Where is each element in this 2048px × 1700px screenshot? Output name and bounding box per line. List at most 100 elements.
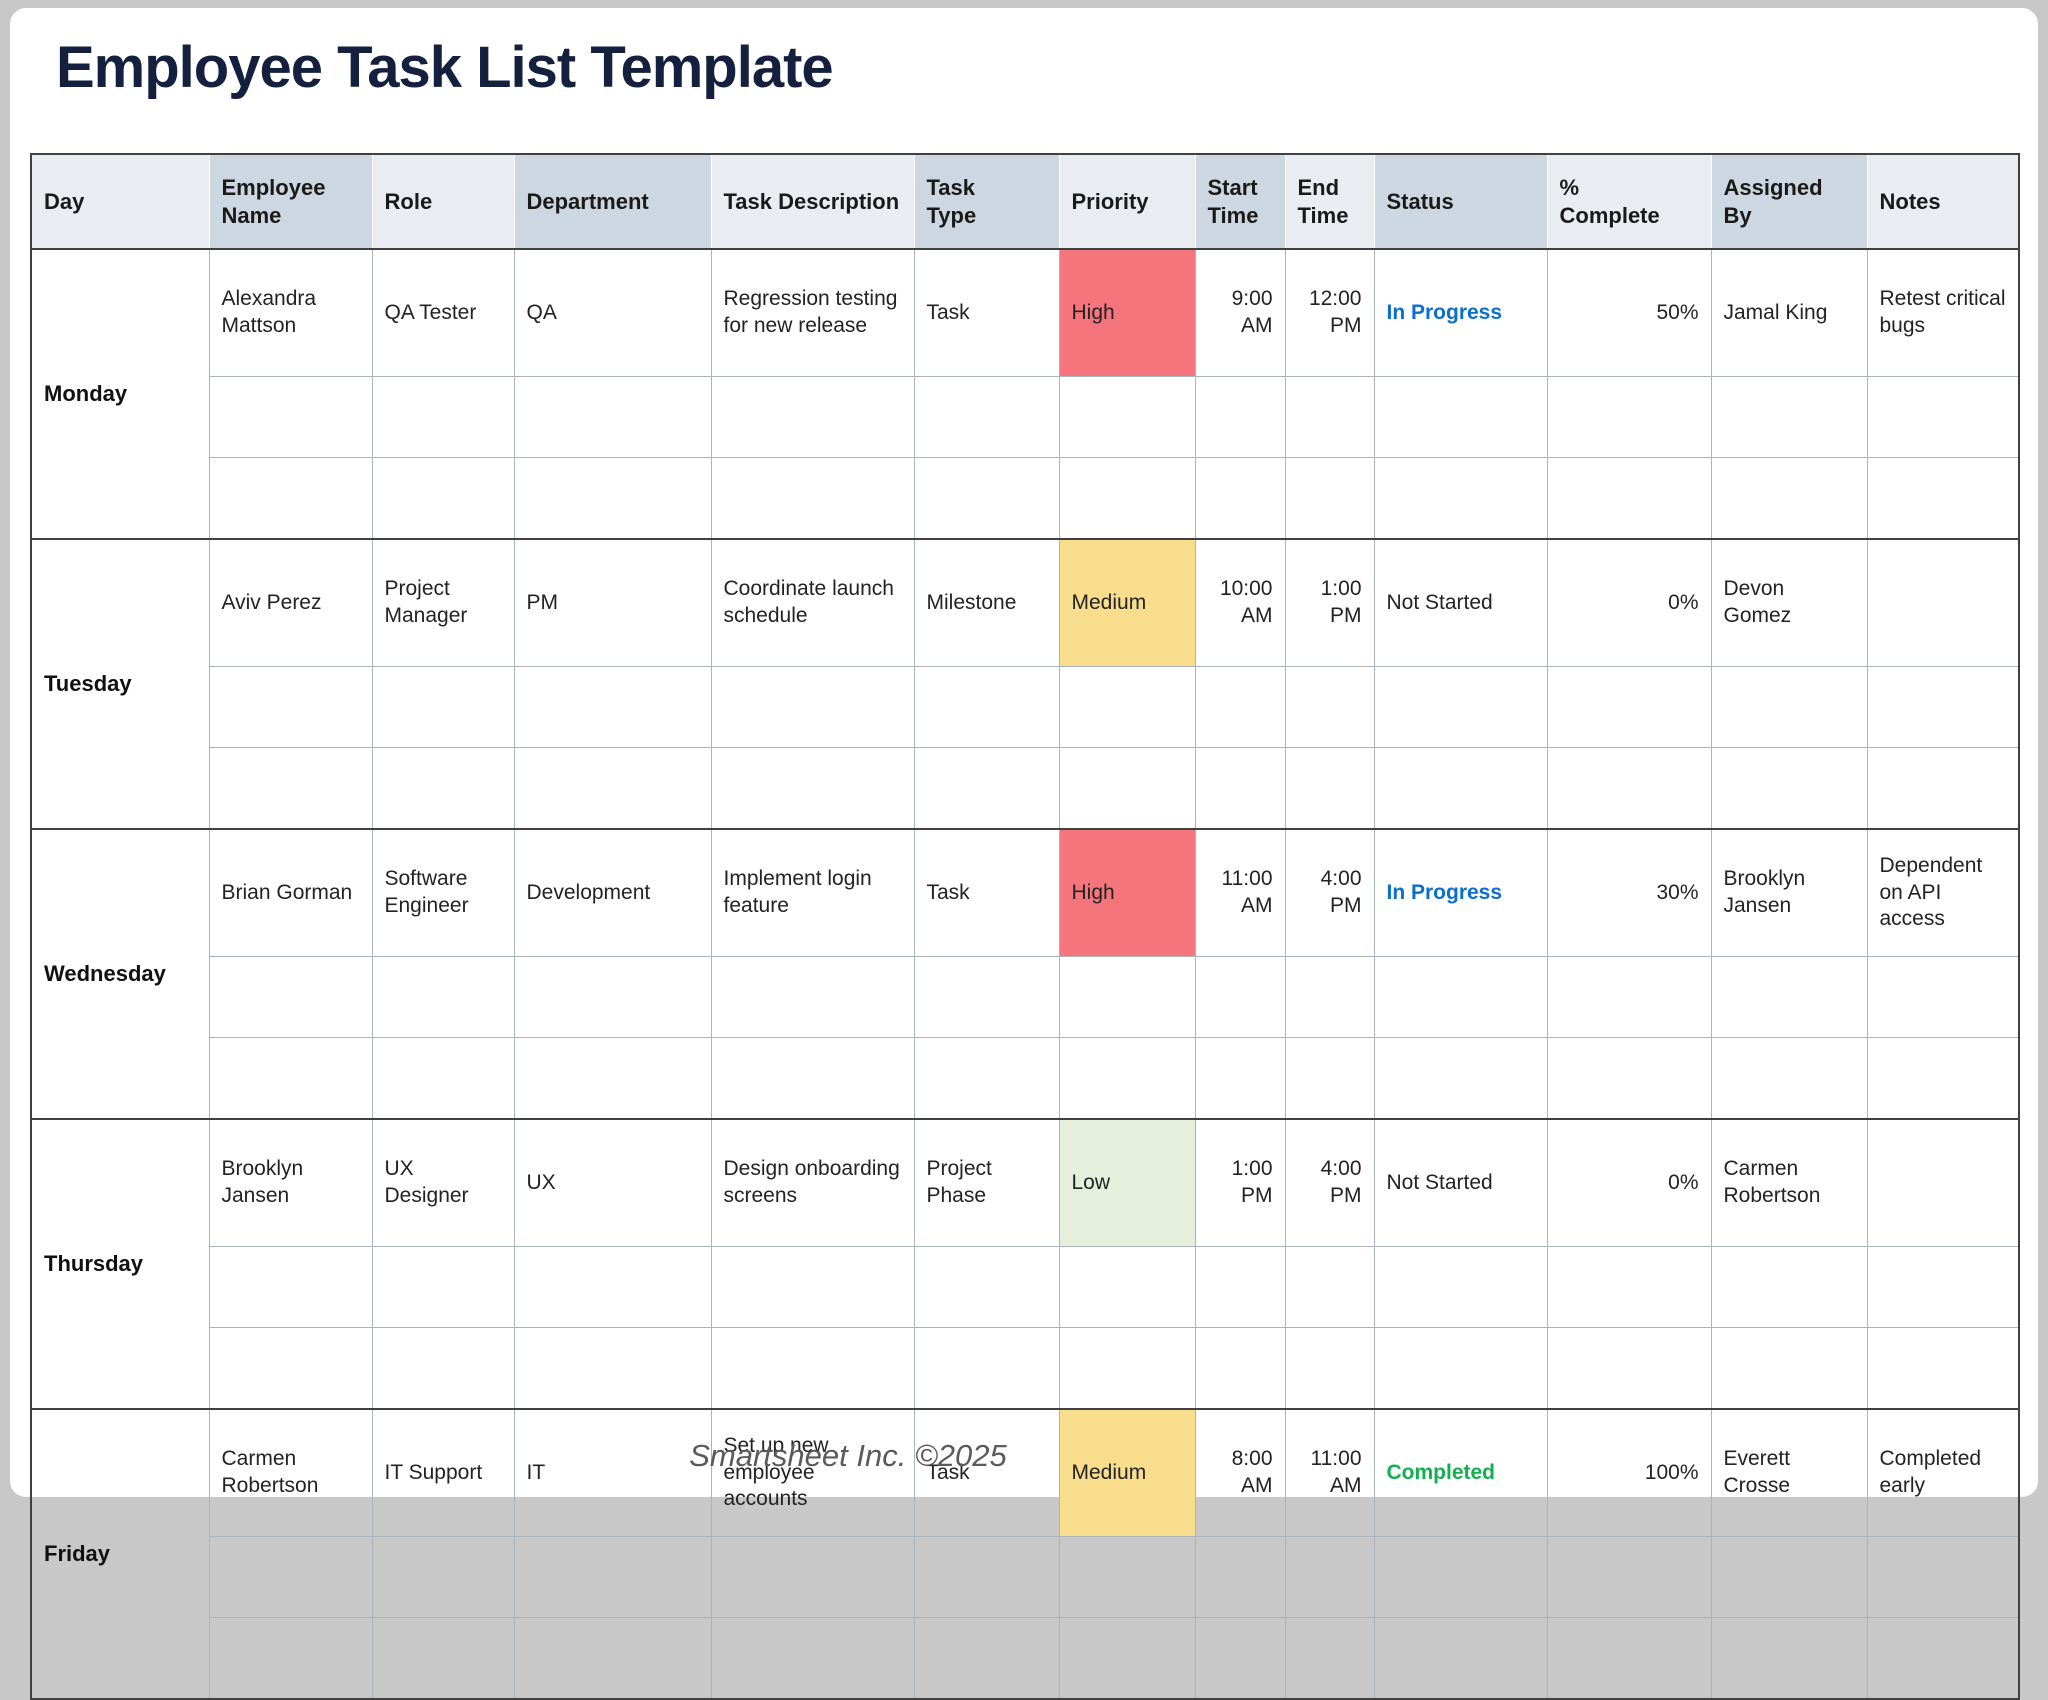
empty-cell (1710, 1246, 1867, 1328)
empty-row (31, 1536, 2019, 1618)
empty-cell (1546, 1617, 1711, 1699)
empty-row (31, 956, 2019, 1038)
empty-cell (208, 1327, 372, 1409)
empty-cell (1373, 666, 1547, 748)
empty-cell (1284, 1327, 1374, 1409)
cell-end-time: 12:00 PM (1284, 248, 1374, 377)
empty-cell (1194, 956, 1285, 1038)
cell-employee-name: Alexandra Mattson (208, 248, 372, 377)
empty-cell (1058, 1327, 1195, 1409)
empty-cell (1284, 666, 1374, 748)
empty-cell (1866, 666, 2019, 748)
cell-employee-name: Brooklyn Jansen (208, 1118, 372, 1247)
empty-cell (1710, 1327, 1867, 1409)
empty-cell (513, 956, 711, 1038)
empty-cell (710, 1617, 914, 1699)
empty-cell (913, 956, 1059, 1038)
cell-role: IT Support (371, 1408, 514, 1537)
cell-end-time: 1:00 PM (1284, 538, 1374, 667)
empty-cell (371, 1037, 514, 1119)
cell-task-type: Project Phase (913, 1118, 1059, 1247)
empty-cell (1710, 376, 1867, 458)
cell-status: Not Started (1373, 538, 1547, 667)
empty-cell (371, 747, 514, 829)
empty-cell (1710, 666, 1867, 748)
empty-row (31, 1617, 2019, 1699)
cell-percent-complete: 50% (1546, 248, 1711, 377)
cell-task-description: Regression testing for new release (710, 248, 914, 377)
empty-cell (208, 1037, 372, 1119)
empty-cell (710, 956, 914, 1038)
cell-end-time: 4:00 PM (1284, 828, 1374, 957)
cell-start-time: 8:00 AM (1194, 1408, 1285, 1537)
empty-cell (371, 1246, 514, 1328)
footer-credit: Smartsheet Inc. ©2025 (689, 1438, 1007, 1473)
cell-status: In Progress (1373, 828, 1547, 957)
empty-cell (1194, 1246, 1285, 1328)
empty-cell (1546, 376, 1711, 458)
cell-assigned-by: Jamal King (1710, 248, 1867, 377)
cell-end-time: 11:00 AM (1284, 1408, 1374, 1537)
cell-employee-name: Brian Gorman (208, 828, 372, 957)
empty-cell (208, 376, 372, 458)
page-card: Employee Task List Template Day Employee… (10, 8, 2038, 1700)
empty-cell (913, 1536, 1059, 1618)
empty-cell (1710, 956, 1867, 1038)
cell-priority: Low (1058, 1118, 1195, 1247)
empty-cell (1866, 1327, 2019, 1409)
cell-priority: Medium (1058, 538, 1195, 667)
cell-department: QA (513, 248, 711, 377)
empty-cell (513, 1246, 711, 1328)
empty-cell (1058, 1617, 1195, 1699)
header-end-time: End Time (1284, 154, 1374, 250)
cell-status: In Progress (1373, 248, 1547, 377)
empty-cell (1710, 457, 1867, 539)
empty-cell (1284, 747, 1374, 829)
empty-cell (913, 1327, 1059, 1409)
cell-start-time: 11:00 AM (1194, 828, 1285, 957)
empty-cell (1546, 1037, 1711, 1119)
empty-cell (913, 376, 1059, 458)
empty-cell (1058, 666, 1195, 748)
cell-department: IT (513, 1408, 711, 1537)
empty-cell (1546, 1536, 1711, 1618)
header-task-description: Task Description (710, 154, 914, 250)
empty-cell (1373, 1327, 1547, 1409)
empty-cell (208, 1536, 372, 1618)
header-start-time: Start Time (1194, 154, 1285, 250)
cell-task-type: Milestone (913, 538, 1059, 667)
cell-percent-complete: 30% (1546, 828, 1711, 957)
header-department: Department (513, 154, 711, 250)
empty-row (31, 376, 2019, 458)
empty-cell (1194, 1536, 1285, 1618)
cell-assigned-by: Everett Crosse (1710, 1408, 1867, 1537)
cell-employee-name: Carmen Robertson (208, 1408, 372, 1537)
empty-cell (1866, 1536, 2019, 1618)
header-task-type: Task Type (913, 154, 1059, 250)
empty-cell (1284, 1536, 1374, 1618)
empty-cell (1058, 956, 1195, 1038)
cell-role: Project Manager (371, 538, 514, 667)
empty-cell (1546, 1327, 1711, 1409)
empty-cell (1866, 1037, 2019, 1119)
empty-row (31, 1327, 2019, 1409)
cell-percent-complete: 0% (1546, 538, 1711, 667)
cell-department: PM (513, 538, 711, 667)
empty-cell (1710, 747, 1867, 829)
cell-task-type: Task (913, 248, 1059, 377)
empty-cell (1058, 1037, 1195, 1119)
cell-role: UX Designer (371, 1118, 514, 1247)
cell-notes: Retest critical bugs (1866, 248, 2019, 377)
cell-assigned-by: Devon Gomez (1710, 538, 1867, 667)
task-row-tuesday: Tuesday Aviv Perez Project Manager PM Co… (31, 538, 2019, 829)
empty-cell (208, 1617, 372, 1699)
header-percent-complete: % Complete (1546, 154, 1711, 250)
empty-cell (710, 376, 914, 458)
empty-cell (1194, 1037, 1285, 1119)
empty-cell (1373, 1037, 1547, 1119)
empty-cell (1373, 457, 1547, 539)
cell-start-time: 10:00 AM (1194, 538, 1285, 667)
cell-percent-complete: 100% (1546, 1408, 1711, 1537)
empty-cell (1058, 457, 1195, 539)
empty-cell (1373, 956, 1547, 1038)
